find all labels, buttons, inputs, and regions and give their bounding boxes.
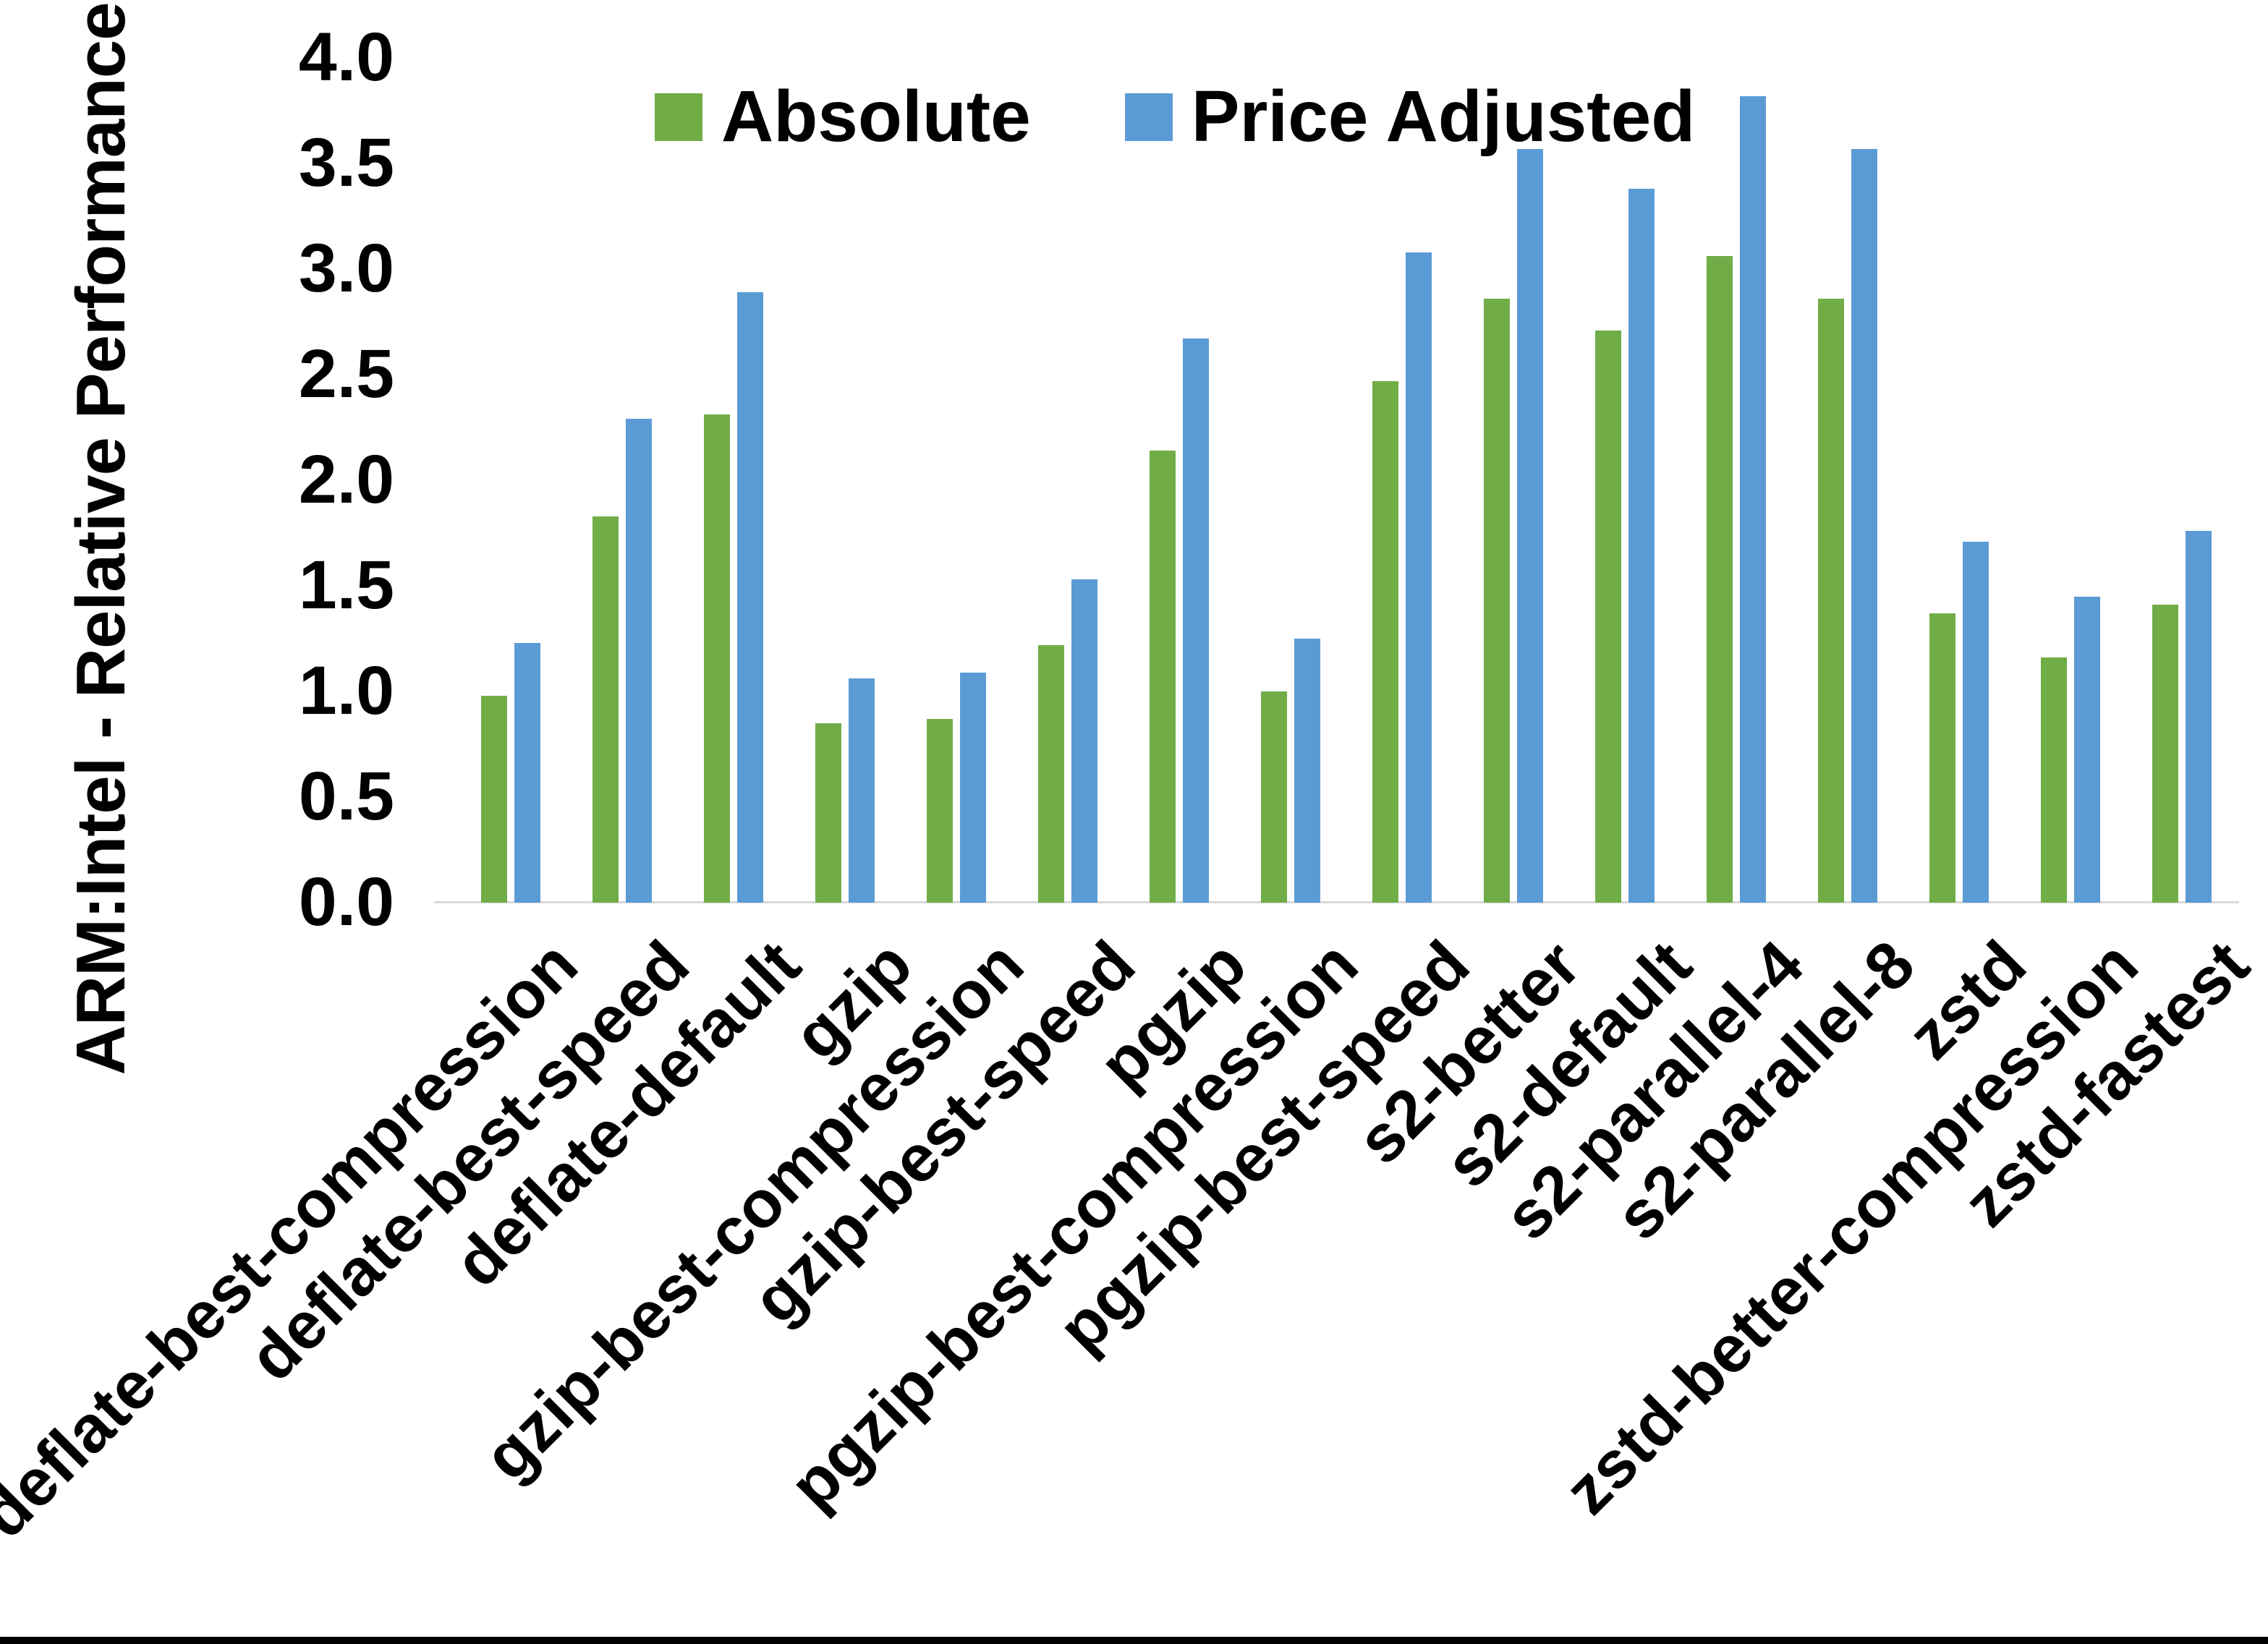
legend-swatch-absolute-icon (655, 93, 702, 141)
bar-price-adjusted-s2-parallel-4 (1740, 96, 1766, 903)
bar-absolute-gzip-best-compression (927, 719, 953, 903)
bar-absolute-zstd-fastest (2152, 605, 2178, 903)
bar-absolute-deflate-best-compression (481, 696, 507, 903)
legend-label-price-adjusted: Price Adjusted (1191, 76, 1696, 157)
y-tick-label: 1.0 (298, 652, 394, 729)
bar-price-adjusted-s2-better (1517, 149, 1543, 903)
bar-price-adjusted-deflate-best-speed (626, 419, 652, 903)
bar-absolute-zstd (1929, 613, 1955, 903)
bar-price-adjusted-zstd-fastest (2186, 531, 2212, 903)
bar-absolute-s2-better (1484, 299, 1510, 903)
bar-absolute-pgzip-best-compression (1261, 691, 1287, 903)
bar-absolute-deflate-best-speed (593, 516, 619, 903)
y-tick-label: 4.0 (298, 19, 394, 95)
y-tick-label: 2.0 (298, 441, 394, 518)
bar-price-adjusted-zstd (1963, 542, 1989, 903)
bar-absolute-pgzip-best-speed (1372, 381, 1398, 903)
bar-absolute-deflate-default (704, 414, 730, 903)
y-tick-label: 3.5 (298, 124, 394, 201)
bar-absolute-pgzip (1150, 451, 1176, 903)
y-tick-label: 3.0 (298, 230, 394, 307)
bar-price-adjusted-gzip-best-speed (1071, 579, 1097, 903)
bar-price-adjusted-pgzip-best-speed (1406, 252, 1432, 903)
legend-item-price-adjusted: Price Adjusted (1124, 75, 1696, 158)
bar-price-adjusted-deflate-best-compression (514, 643, 540, 903)
bottom-border (0, 1637, 2268, 1644)
y-tick-label: 2.5 (298, 336, 394, 412)
bar-price-adjusted-deflate-default (737, 292, 763, 903)
bar-price-adjusted-pgzip-best-compression (1294, 639, 1320, 903)
bar-absolute-s2-parallel-4 (1707, 256, 1733, 903)
y-tick-label: 1.5 (298, 547, 394, 623)
bar-absolute-zstd-better-compression (2041, 657, 2067, 903)
bar-price-adjusted-zstd-better-compression (2074, 597, 2100, 903)
bar-price-adjusted-pgzip (1183, 338, 1209, 903)
y-tick-label: 0.5 (298, 758, 394, 835)
x-axis-line (434, 901, 2239, 903)
bar-price-adjusted-gzip-best-compression (960, 673, 986, 903)
y-tick-label: 0.0 (298, 864, 394, 940)
legend-swatch-price-adjusted-icon (1124, 93, 1173, 141)
bar-absolute-s2-default (1595, 331, 1621, 903)
legend-label-absolute: Absolute (721, 76, 1031, 157)
bar-price-adjusted-s2-default (1628, 189, 1655, 903)
bar-price-adjusted-s2-parallel-8 (1851, 149, 1877, 903)
bar-absolute-gzip-best-speed (1038, 645, 1064, 903)
bar-absolute-gzip (815, 723, 841, 903)
bar-price-adjusted-gzip (849, 678, 875, 903)
legend-item-absolute: Absolute (655, 75, 1031, 158)
bar-absolute-s2-parallel-8 (1818, 299, 1844, 903)
legend: Absolute Price Adjusted (655, 75, 1695, 158)
